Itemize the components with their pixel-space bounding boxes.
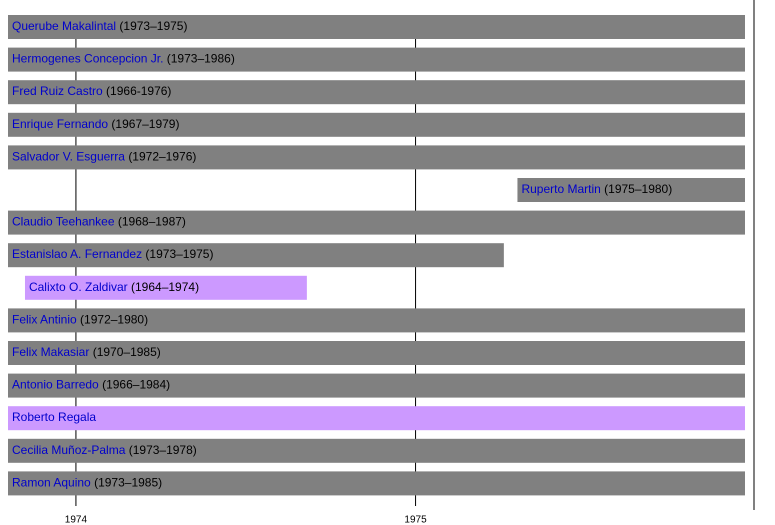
justice-name: Querube Makalintal bbox=[12, 19, 116, 33]
tenure-bar bbox=[517, 178, 745, 202]
justice-name: Felix Antinio bbox=[12, 313, 77, 327]
tenure-bar bbox=[8, 112, 745, 137]
tenure-years: (1972–1976) bbox=[128, 150, 196, 164]
tenure-years: (1975–1980) bbox=[604, 182, 672, 196]
bar-label: Estanislao A. Fernandez (1973–1975) bbox=[12, 247, 213, 261]
bar-label: Cecilia Muñoz-Palma (1973–1978) bbox=[12, 443, 197, 457]
tenure-bar bbox=[8, 15, 745, 39]
tenure-years: (1967–1979) bbox=[111, 117, 179, 131]
tenure-bar bbox=[8, 308, 745, 333]
bar-label: Enrique Fernando (1967–1979) bbox=[12, 117, 179, 131]
x-tick-label: 1974 bbox=[65, 515, 88, 525]
justice-name: Roberto Regala bbox=[12, 410, 96, 424]
tenure-years: (1968–1987) bbox=[118, 215, 186, 229]
bar-label: Querube Makalintal (1973–1975) bbox=[12, 19, 187, 33]
bar-label: Antonio Barredo (1966–1984) bbox=[12, 378, 170, 392]
bar-label: Claudio Teehankee (1968–1987) bbox=[12, 215, 186, 229]
tenure-bar bbox=[8, 438, 745, 463]
tenure-years: (1973–1978) bbox=[129, 443, 197, 457]
justice-name: Antonio Barredo bbox=[12, 378, 99, 392]
tenure-bar bbox=[8, 145, 745, 170]
bar-label: Felix Makasiar (1970–1985) bbox=[12, 345, 161, 359]
bar-label: Salvador V. Esguerra (1972–1976) bbox=[12, 150, 196, 164]
justice-name: Enrique Fernando bbox=[12, 117, 108, 131]
tenure-years: (1966–1984) bbox=[102, 378, 170, 392]
justice-name: Ramon Aquino bbox=[12, 476, 91, 490]
tenure-years: (1973–1975) bbox=[119, 19, 187, 33]
justice-name: Cecilia Muñoz-Palma bbox=[12, 443, 126, 457]
tenure-years: (1973–1986) bbox=[167, 52, 235, 66]
bar-label: Calixto O. Zaldivar (1964–1974) bbox=[29, 280, 199, 294]
tenure-bar bbox=[8, 341, 745, 365]
justice-name: Felix Makasiar bbox=[12, 345, 89, 359]
bar-label: Ramon Aquino (1973–1985) bbox=[12, 476, 162, 490]
tenure-years: (1966-1976) bbox=[106, 84, 171, 98]
bar-label: Hermogenes Concepcion Jr. (1973–1986) bbox=[12, 52, 235, 66]
tenure-years: (1972–1980) bbox=[80, 313, 148, 327]
tenure-bar bbox=[8, 243, 504, 268]
tenure-years: (1973–1975) bbox=[145, 247, 213, 261]
bar-label: Fred Ruiz Castro (1966-1976) bbox=[12, 84, 171, 98]
x-tick-label: 1975 bbox=[404, 515, 427, 525]
tenure-years: (1970–1985) bbox=[93, 345, 161, 359]
bar-label: Roberto Regala bbox=[12, 410, 96, 424]
tenure-bar bbox=[24, 275, 307, 300]
tenure-bar bbox=[8, 406, 745, 431]
bar-label: Ruperto Martin (1975–1980) bbox=[521, 182, 672, 196]
justice-name: Claudio Teehankee bbox=[12, 215, 115, 229]
tenure-bar bbox=[8, 210, 745, 235]
justice-name: Estanislao A. Fernandez bbox=[12, 247, 142, 261]
tenure-years: (1973–1985) bbox=[94, 476, 162, 490]
justice-name: Fred Ruiz Castro bbox=[12, 84, 103, 98]
justice-name: Salvador V. Esguerra bbox=[12, 150, 125, 164]
tenure-bar bbox=[8, 80, 745, 105]
tenure-bar bbox=[8, 47, 745, 72]
justice-name: Calixto O. Zaldivar bbox=[29, 280, 128, 294]
tenure-bar bbox=[8, 373, 745, 398]
tenure-years: (1964–1974) bbox=[131, 280, 199, 294]
justice-name: Hermogenes Concepcion Jr. bbox=[12, 52, 163, 66]
justice-name: Ruperto Martin bbox=[521, 182, 600, 196]
bar-label: Felix Antinio (1972–1980) bbox=[12, 313, 148, 327]
tenure-bar bbox=[8, 471, 745, 496]
